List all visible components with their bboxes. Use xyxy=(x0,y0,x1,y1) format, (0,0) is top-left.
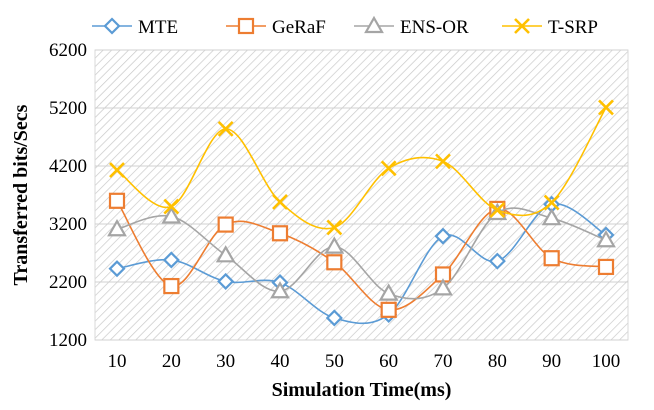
x-axis-ticks: 10 20 30 40 50 60 70 80 90 100 xyxy=(108,351,621,372)
data-point-ens-or xyxy=(378,283,399,301)
x-tick-label: 90 xyxy=(542,351,561,372)
data-point-t-srp xyxy=(598,99,614,116)
x-axis-title: Simulation Time(ms) xyxy=(272,379,452,401)
y-tick-label: 6200 xyxy=(49,40,87,61)
x-tick-label: 80 xyxy=(488,351,507,372)
y-tick-label: 3200 xyxy=(49,214,87,235)
legend-label: T-SRP xyxy=(548,17,598,38)
legend-marker-geraf xyxy=(237,17,255,35)
data-point-ens-or xyxy=(270,281,290,299)
x-tick-label: 40 xyxy=(271,351,290,372)
data-point-geraf xyxy=(380,301,397,318)
y-tick-label: 5200 xyxy=(49,98,87,119)
x-tick-label: 50 xyxy=(325,351,344,372)
x-tick-label: 100 xyxy=(592,351,621,372)
x-tick-label: 60 xyxy=(379,351,398,372)
data-point-geraf xyxy=(326,254,343,271)
data-point-ens-or xyxy=(161,206,182,224)
x-tick-label: 30 xyxy=(216,351,235,372)
legend-marker-mte xyxy=(103,17,121,35)
data-point-ens-or xyxy=(596,230,616,248)
series-line-ens-or xyxy=(116,207,607,300)
data-point-ens-or xyxy=(541,207,562,226)
data-point-geraf xyxy=(271,225,289,242)
legend-label: GeRaF xyxy=(272,17,326,38)
data-point-geraf xyxy=(597,258,615,276)
plot-area xyxy=(94,49,629,341)
x-tick-label: 70 xyxy=(434,351,453,372)
data-point-ens-or xyxy=(433,278,453,296)
data-point-geraf xyxy=(163,277,180,295)
data-point-t-srp xyxy=(489,202,506,218)
series-ens-or xyxy=(107,202,616,301)
legend-item-geraf: GeRaF xyxy=(226,17,326,38)
gridlines xyxy=(95,49,628,341)
series-lines xyxy=(107,99,616,327)
data-point-mte xyxy=(325,309,343,327)
legend-marker-t-srp xyxy=(514,18,530,34)
data-point-mte xyxy=(108,260,126,278)
data-point-t-srp xyxy=(272,194,288,210)
x-tick-label: 10 xyxy=(108,351,127,372)
data-point-geraf xyxy=(543,250,560,267)
data-point-mte xyxy=(434,227,452,245)
legend-item-mte: MTE xyxy=(92,17,178,38)
data-point-t-srp xyxy=(109,162,125,178)
data-point-t-srp xyxy=(435,153,451,170)
data-point-ens-or xyxy=(324,236,345,254)
data-point-t-srp xyxy=(163,198,180,215)
series-line-geraf xyxy=(116,200,607,311)
legend-item-ens-or: ENS-OR xyxy=(354,15,469,38)
data-point-mte xyxy=(217,272,235,290)
legend-label: ENS-OR xyxy=(400,17,469,38)
y-tick-label: 4200 xyxy=(49,156,87,177)
series-line-t-srp xyxy=(116,107,607,230)
x-tick-label: 20 xyxy=(162,351,181,372)
data-point-geraf xyxy=(217,216,234,233)
data-point-geraf xyxy=(108,192,126,209)
y-tick-label: 1200 xyxy=(49,330,87,351)
series-geraf xyxy=(108,192,615,318)
y-axis-ticks: 1200 2200 3200 4200 5200 6200 xyxy=(49,40,87,351)
data-point-t-srp xyxy=(217,120,234,137)
y-tick-label: 2200 xyxy=(49,272,87,293)
data-point-t-srp xyxy=(326,219,343,236)
data-point-t-srp xyxy=(380,160,397,177)
legend-marker-ens-or xyxy=(364,15,384,34)
data-point-mte xyxy=(162,251,180,269)
data-point-t-srp xyxy=(543,194,560,211)
data-point-mte xyxy=(488,252,506,270)
legend-item-t-srp: T-SRP xyxy=(502,17,598,38)
data-point-ens-or xyxy=(215,245,236,263)
legend-label: MTE xyxy=(138,17,178,38)
y-axis-title: Transferred bits/Secs xyxy=(10,104,32,285)
legend: MTE GeRaF ENS-OR T-SRP xyxy=(92,15,598,38)
data-point-ens-or xyxy=(107,219,127,237)
series-t-srp xyxy=(109,99,614,236)
